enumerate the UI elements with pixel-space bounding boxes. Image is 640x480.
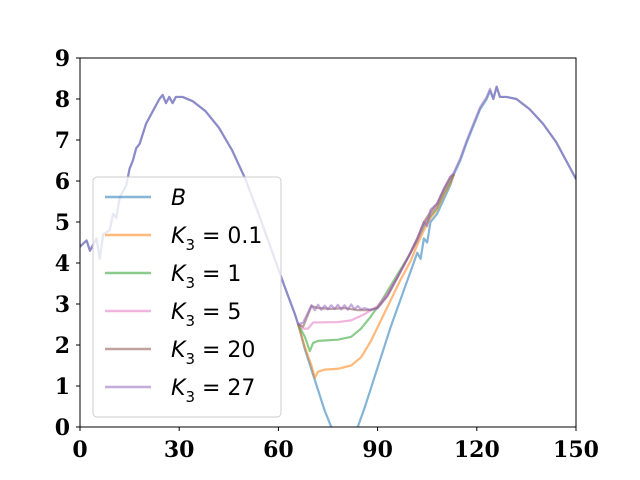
- legend-label-subscript: 3: [185, 388, 195, 406]
- legend-label-symbol: K: [171, 262, 187, 287]
- legend-label-subscript: 3: [185, 350, 195, 368]
- legend-label-subscript: 3: [185, 312, 195, 330]
- y-tick-label: 1: [55, 374, 70, 400]
- y-tick-label: 2: [55, 333, 70, 359]
- x-tick-label: 30: [164, 437, 195, 463]
- legend-label-symbol: K: [171, 376, 187, 401]
- x-tick-label: 90: [362, 437, 393, 463]
- x-tick-label: 120: [454, 437, 500, 463]
- y-tick-label: 0: [55, 415, 70, 441]
- legend-label-value: = 1: [195, 262, 241, 287]
- series-line-5: [80, 85, 576, 326]
- y-tick-label: 9: [55, 46, 70, 72]
- x-tick-label: 0: [72, 437, 87, 463]
- legend-label-subscript: 3: [185, 274, 195, 292]
- legend-box: [92, 176, 282, 418]
- series-line-2: [297, 173, 455, 353]
- y-tick-label: 3: [55, 292, 70, 318]
- legend-label-3: K3 = 5: [171, 300, 241, 330]
- legend-label-0: B: [171, 186, 186, 211]
- legend-label-5: K3 = 27: [171, 376, 255, 406]
- y-tick-label: 4: [55, 251, 70, 277]
- x-tick-label: 150: [553, 437, 599, 463]
- series-line-1: [297, 173, 455, 379]
- x-axis: 0 30 60 90 120 150: [72, 427, 599, 463]
- legend-label-4: K3 = 20: [171, 338, 255, 368]
- y-tick-label: 7: [55, 128, 70, 154]
- legend-label-symbol: K: [171, 338, 187, 363]
- legend-label-value: = 5: [195, 300, 241, 325]
- legend-label-value: = 0.1: [195, 224, 262, 249]
- legend-label-2: K3 = 1: [171, 262, 241, 292]
- legend-label-subscript: 3: [185, 236, 195, 254]
- legend-label-value: = 20: [195, 338, 255, 363]
- legend-label-symbol: K: [171, 224, 187, 249]
- y-tick-label: 6: [55, 169, 70, 195]
- legend-label-value: = 27: [195, 376, 255, 401]
- y-tick-label: 8: [55, 87, 70, 113]
- plot-frame: [79, 57, 577, 428]
- legend-label-1: K3 = 0.1: [171, 224, 262, 254]
- y-axis: 0 1 2 3 4 5 6 7 8 9: [55, 46, 80, 441]
- y-tick-label: 5: [55, 210, 70, 236]
- legend-label-symbol: K: [171, 300, 187, 325]
- x-tick-label: 60: [263, 437, 294, 463]
- legend-label-symbol: B: [171, 186, 186, 211]
